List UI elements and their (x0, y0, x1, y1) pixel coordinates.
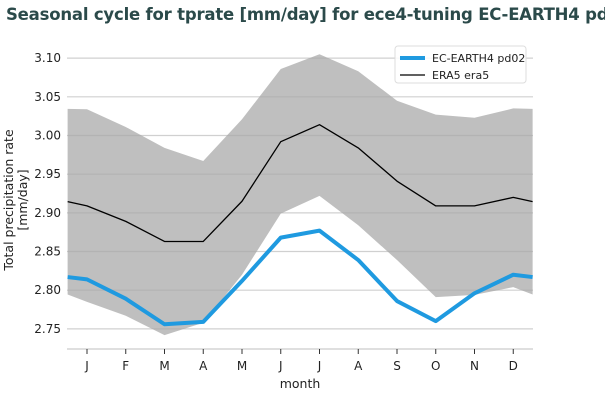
x-tick-label: M (237, 359, 247, 373)
y-tick-label: 2.90 (34, 206, 61, 220)
y-tick-label: 2.95 (34, 167, 61, 181)
x-tick-label: J (84, 359, 89, 373)
x-tick-label: J (278, 359, 283, 373)
y-axis-label: Total precipitation rate[mm/day] (1, 129, 30, 272)
legend-label: ERA5 era5 (432, 69, 489, 82)
x-tick-label: A (354, 359, 363, 373)
x-tick-label: A (199, 359, 208, 373)
legend-label: EC-EARTH4 pd02 (432, 52, 525, 65)
series-line-era5 (67, 124, 533, 243)
chart-title: Seasonal cycle for tprate [mm/day] for e… (6, 5, 605, 24)
spread-band (67, 54, 533, 336)
x-tick-label: F (122, 359, 129, 373)
y-tick-label: 2.75 (34, 322, 61, 336)
y-tick-label: 3.10 (34, 51, 61, 65)
x-tick-label: O (431, 359, 440, 373)
y-tick-label: 3.05 (34, 90, 61, 104)
x-tick-label: S (393, 359, 401, 373)
x-tick-label: J (317, 359, 322, 373)
y-tick-label: 2.80 (34, 283, 61, 297)
y-axis-label-line: Total precipitation rate (1, 129, 16, 272)
x-tick-label: N (470, 359, 479, 373)
x-axis-label: month (280, 376, 321, 391)
y-tick-label: 3.00 (34, 129, 61, 143)
series-line-ec-earth4 (67, 228, 533, 327)
x-tick-label: D (509, 359, 518, 373)
x-tick-label: M (159, 359, 169, 373)
y-axis-label-line: [mm/day] (15, 169, 30, 230)
y-tick-label: 2.85 (34, 245, 61, 259)
legend-box (394, 45, 527, 84)
